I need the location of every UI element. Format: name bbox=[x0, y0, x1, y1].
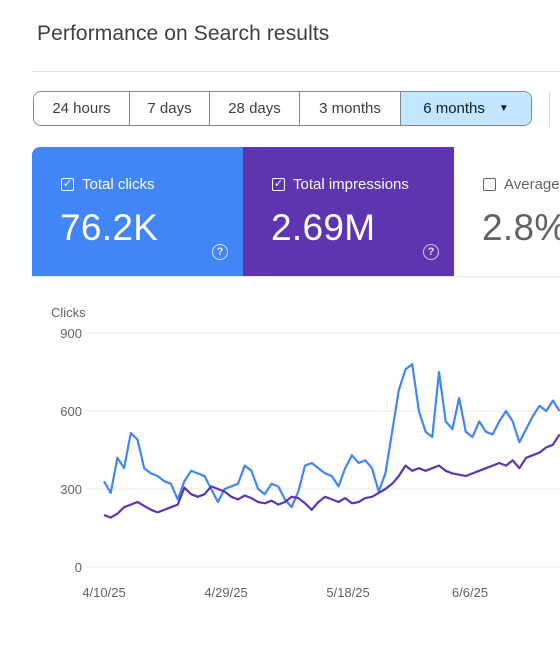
metric-value: 2.8% bbox=[482, 207, 560, 248]
checkbox-checked-icon[interactable]: ✓ bbox=[61, 178, 74, 191]
checkbox-checked-icon[interactable]: ✓ bbox=[272, 178, 285, 191]
metric-label: Total clicks bbox=[82, 176, 155, 193]
y-axis-title: Clicks bbox=[51, 305, 86, 320]
metric-label-row: Average bbox=[483, 176, 560, 193]
help-icon[interactable]: ? bbox=[212, 244, 228, 260]
range-3-months-button[interactable]: 3 months bbox=[300, 92, 401, 125]
metric-value: 76.2K bbox=[60, 207, 159, 248]
clicks-line-chart[interactable]: Clicks 0 300 600 900 4/10/25 4/29/25 5/18/25 6/… bbox=[0, 290, 560, 620]
toolbar-separator bbox=[549, 91, 550, 127]
x-tick-label: 4/29/25 bbox=[204, 585, 247, 600]
range-28-days-button[interactable]: 28 days bbox=[210, 92, 300, 125]
help-icon[interactable]: ? bbox=[423, 244, 439, 260]
y-tick-label: 600 bbox=[60, 404, 82, 419]
cards-divider bbox=[32, 276, 560, 277]
series-line-impressions bbox=[103, 433, 560, 519]
range-label: 3 months bbox=[319, 100, 381, 117]
title-divider bbox=[32, 71, 560, 72]
page-title: Performance on Search results bbox=[37, 22, 330, 45]
y-tick-label: 300 bbox=[60, 482, 82, 497]
metric-card-total-clicks[interactable]: ✓ Total clicks 76.2K ? bbox=[32, 147, 243, 276]
y-tick-label: 900 bbox=[60, 326, 82, 341]
x-tick-label: 5/18/25 bbox=[326, 585, 369, 600]
metric-label: Total impressions bbox=[293, 176, 409, 193]
metric-label: Average bbox=[504, 176, 560, 193]
range-label: 6 months bbox=[423, 100, 485, 117]
metric-label-row: ✓ Total impressions bbox=[272, 176, 409, 193]
range-6-months-button[interactable]: 6 months ▼ bbox=[401, 92, 531, 125]
range-label: 7 days bbox=[147, 100, 192, 117]
metric-value: 2.69M bbox=[271, 207, 376, 248]
y-tick-label: 0 bbox=[75, 560, 82, 575]
checkbox-unchecked-icon[interactable] bbox=[483, 178, 496, 191]
date-range-selector: 24 hours 7 days 28 days 3 months 6 month… bbox=[33, 91, 532, 126]
range-label: 24 hours bbox=[52, 100, 111, 117]
caret-down-icon: ▼ bbox=[498, 103, 509, 114]
x-tick-label: 6/6/25 bbox=[452, 585, 488, 600]
metric-label-row: ✓ Total clicks bbox=[61, 176, 155, 193]
range-7-days-button[interactable]: 7 days bbox=[130, 92, 210, 125]
range-label: 28 days bbox=[228, 100, 281, 117]
x-tick-label: 4/10/25 bbox=[82, 585, 125, 600]
metric-card-total-impressions[interactable]: ✓ Total impressions 2.69M ? bbox=[243, 147, 454, 276]
series-line-clicks bbox=[103, 363, 560, 509]
metric-card-average-ctr[interactable]: Average 2.8% bbox=[454, 147, 560, 276]
range-24-hours-button[interactable]: 24 hours bbox=[34, 92, 130, 125]
